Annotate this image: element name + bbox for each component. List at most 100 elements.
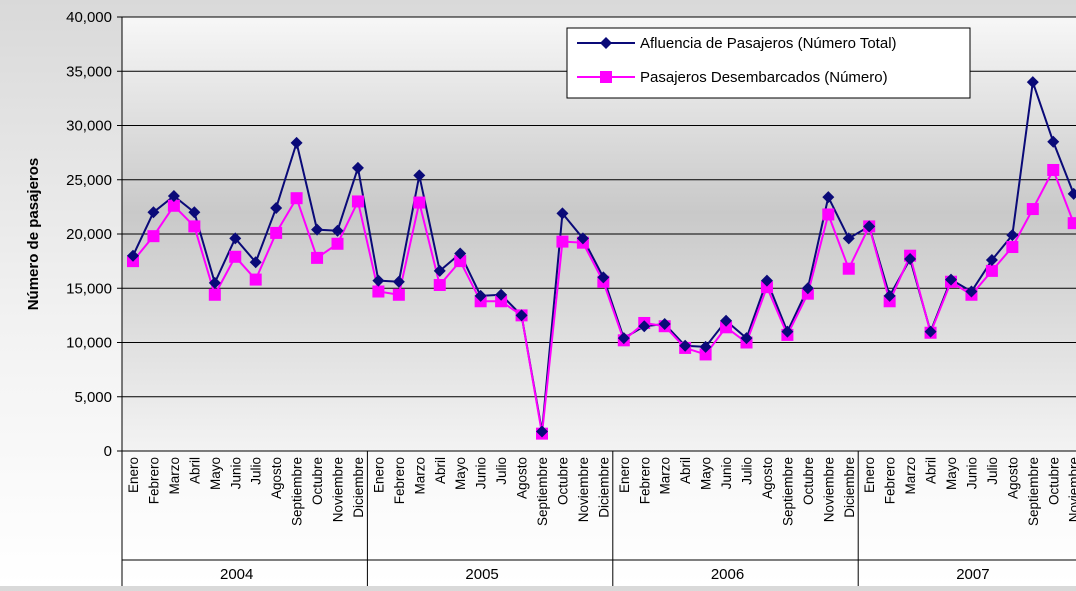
data-point-diamond: [351, 161, 364, 174]
data-point-diamond: [617, 332, 630, 345]
data-point-square: [392, 288, 405, 301]
data-point-square: [1047, 163, 1060, 176]
legend-label-disembarked: Pasajeros Desembarcados (Número): [640, 69, 888, 86]
x-tick-label: Septiembre: [780, 457, 795, 526]
x-tick-label: Noviembre: [331, 457, 346, 522]
x-tick-label: Febrero: [392, 457, 407, 504]
data-point-diamond: [985, 254, 998, 267]
y-tick-label: 10,000: [66, 335, 112, 352]
data-point-square: [985, 264, 998, 277]
x-tick-label: Enero: [371, 457, 386, 493]
data-point-diamond: [433, 264, 446, 277]
year-label: 2004: [220, 566, 253, 583]
x-tick-label: Febrero: [146, 457, 161, 504]
x-tick-label: Septiembre: [290, 457, 305, 526]
legend-box: [566, 27, 971, 99]
x-tick-label: Diciembre: [596, 457, 611, 518]
x-tick-label: Octubre: [555, 457, 570, 505]
year-label: 2007: [956, 566, 989, 583]
y-tick-label: 15,000: [66, 280, 112, 297]
year-label: 2005: [465, 566, 498, 583]
data-point-diamond: [495, 288, 508, 301]
y-tick-label: 25,000: [66, 172, 112, 189]
data-point-square: [1006, 241, 1019, 254]
data-point-square: [413, 196, 426, 209]
data-point-square: [1067, 217, 1076, 230]
data-point-square: [290, 192, 303, 205]
data-point-diamond: [474, 289, 487, 302]
data-point-diamond: [883, 289, 896, 302]
y-tick-label: 30,000: [66, 118, 112, 135]
x-tick-label: Abril: [433, 457, 448, 484]
data-point-square: [372, 285, 385, 298]
x-tick-label: Junio: [964, 457, 979, 489]
x-tick-label: Julio: [494, 457, 509, 485]
data-point-square: [495, 295, 508, 308]
data-point-diamond: [413, 169, 426, 182]
data-point-diamond: [270, 201, 283, 214]
data-point-diamond: [127, 249, 139, 262]
data-point-square: [699, 348, 712, 361]
data-point-diamond: [454, 247, 467, 260]
data-point-square: [760, 281, 773, 294]
x-tick-label: Marzo: [167, 457, 182, 495]
data-point-diamond: [1047, 135, 1060, 148]
x-tick-label: Septiembre: [1026, 457, 1041, 526]
data-point-diamond: [249, 256, 262, 269]
x-tick-label: Septiembre: [535, 457, 550, 526]
x-tick-label: Octubre: [801, 457, 816, 505]
data-point-diamond: [1067, 187, 1076, 200]
data-point-square: [454, 255, 467, 268]
x-tick-label: Abril: [924, 457, 939, 484]
x-tick-label: Enero: [862, 457, 877, 493]
x-tick-label: Febrero: [883, 457, 898, 504]
y-axis-title: Número de pasajeros: [25, 158, 42, 311]
data-point-square: [311, 251, 324, 264]
x-tick-label: Noviembre: [576, 457, 591, 522]
data-point-square: [556, 235, 569, 248]
data-point-diamond: [679, 339, 692, 352]
data-point-square: [229, 250, 242, 263]
x-tick-label: Julio: [985, 457, 1000, 485]
y-tick-label: 35,000: [66, 63, 112, 80]
x-tick-label: Junio: [719, 457, 734, 489]
data-point-diamond: [515, 309, 528, 322]
data-point-square: [208, 288, 221, 301]
x-tick-label: Junio: [474, 457, 489, 489]
x-tick-label: Julio: [740, 457, 755, 485]
data-point-square: [331, 237, 344, 250]
data-point-diamond: [720, 314, 733, 327]
legend-marker-disembarked: [600, 71, 612, 83]
data-point-diamond: [965, 285, 978, 298]
data-point-diamond: [822, 191, 835, 204]
legend-label-total: Afluencia de Pasajeros (Número Total): [640, 35, 897, 52]
data-point-square: [270, 226, 283, 239]
data-point-diamond: [781, 325, 794, 338]
data-point-diamond: [842, 232, 855, 245]
data-point-diamond: [638, 320, 651, 333]
x-tick-label: Abril: [187, 457, 202, 484]
x-tick-label: Enero: [617, 457, 632, 493]
x-tick-label: Diciembre: [842, 457, 857, 518]
x-tick-label: Mayo: [944, 457, 959, 490]
x-tick-label: Febrero: [637, 457, 652, 504]
data-point-square: [249, 273, 262, 286]
x-tick-label: Agosto: [760, 457, 775, 499]
data-point-square: [822, 208, 835, 221]
data-point-diamond: [147, 206, 160, 219]
x-tick-label: Marzo: [903, 457, 918, 495]
x-tick-label: Marzo: [658, 457, 673, 495]
x-tick-label: Mayo: [453, 457, 468, 490]
data-point-diamond: [372, 274, 385, 287]
y-tick-label: 40,000: [66, 9, 112, 26]
data-point-diamond: [290, 136, 303, 149]
y-tick-label: 5,000: [74, 389, 112, 406]
series-layer: [127, 76, 1076, 440]
data-point-diamond: [392, 275, 405, 288]
data-point-diamond: [904, 252, 917, 265]
legend-marker-total: [600, 37, 612, 49]
data-point-square: [188, 220, 201, 233]
data-point-diamond: [536, 425, 548, 438]
data-point-diamond: [188, 206, 201, 219]
